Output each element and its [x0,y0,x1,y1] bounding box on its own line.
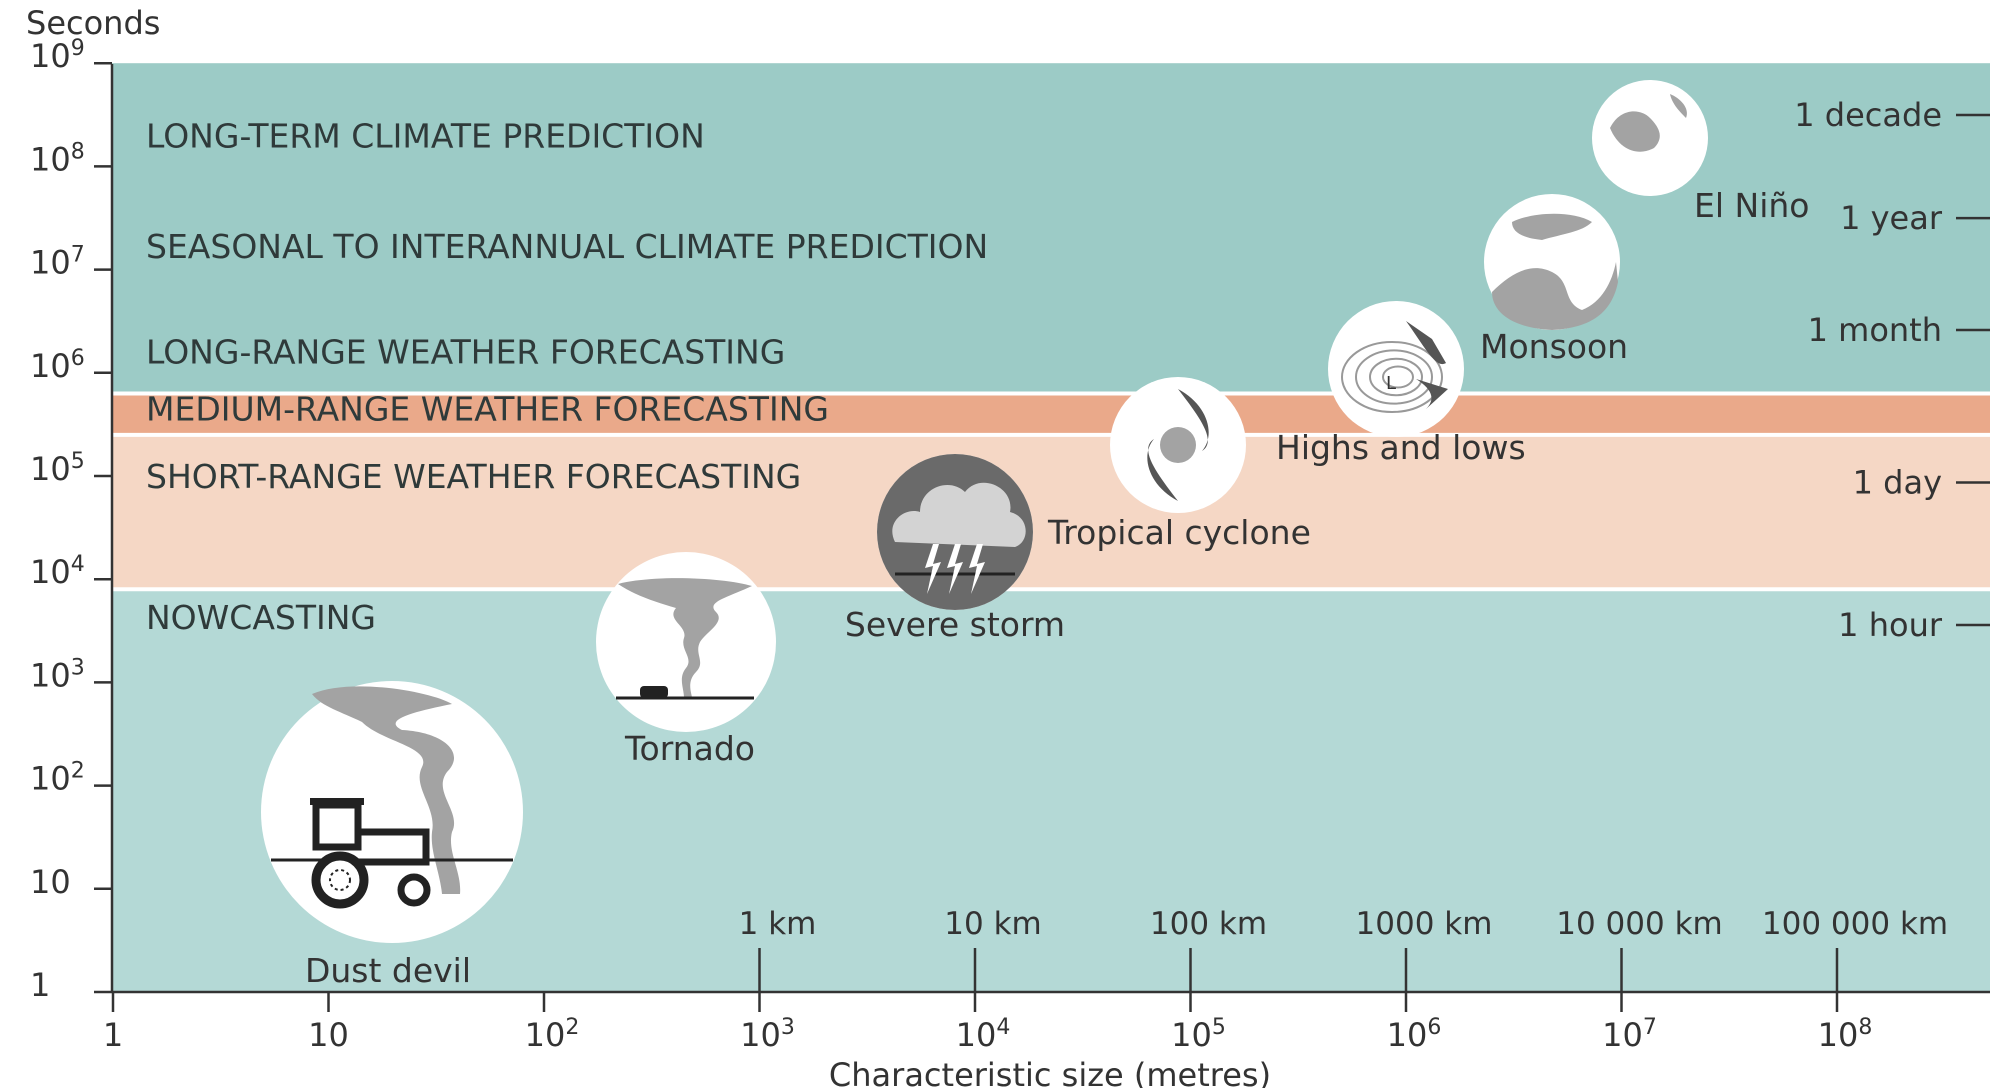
low-pressure-mark: L [1386,373,1396,394]
front-arrow [1406,321,1448,409]
phenomenon-label: Tropical cyclone [1047,513,1311,552]
phenomenon-label: Dust devil [305,951,471,990]
x-tick-label: 102 [525,1015,580,1054]
y-tick-label: 109 [30,36,85,75]
dust-swirl-shape [312,686,461,894]
distance-marker-label: 1000 km [1356,906,1493,942]
phenomenon-severe-storm [877,454,1033,610]
globe-asia-australia-icon [1492,213,1618,330]
band-medium-range-weather-forecasting [112,393,1990,435]
wheel-hub [329,869,351,891]
band-labels: LONG-TERM CLIMATE PREDICTION SEASONAL TO … [146,116,988,637]
pressure-system-icon: L [1341,321,1448,413]
distance-marker-label: 1 km [739,906,817,942]
x-tick-label: 103 [740,1015,795,1054]
y-axis-title: Seconds [26,4,160,42]
phenomenon-label: Severe storm [845,605,1065,644]
y-tick-label: 107 [30,243,85,282]
x-axis-title: Characteristic size (metres) [829,1056,1271,1088]
tractor-roof [310,798,364,805]
y-tick-label: 102 [30,759,85,798]
y-tick-label: 10 [30,863,71,901]
australia-shape [1610,111,1660,152]
tractor-front-wheel [397,873,431,907]
band-label-nowcasting: NOWCASTING [146,598,376,637]
x-tick-label: 108 [1818,1015,1873,1054]
phenomenon-dust-devil [261,681,523,943]
phenomenon-tornado [596,552,776,732]
band-label-seasonal-to-interannual-climate-prediction: SEASONAL TO INTERANNUAL CLIMATE PREDICTI… [146,227,988,266]
phenomenon-label: Highs and lows [1276,428,1526,467]
asia-shape [1512,213,1592,240]
time-marker-label: 1 day [1853,464,1942,502]
phenomena: Dust devil Tornado Severe storm Tropical cy… [261,80,1809,990]
phenomenon-label: Monsoon [1480,327,1628,366]
band-short-range-weather-forecasting [112,434,1990,590]
y-tick-label: 108 [30,139,85,178]
y-tick-label: 104 [30,552,85,591]
isobar-line [1341,341,1443,413]
distance-marker-label: 10 000 km [1556,906,1722,942]
distance-marker-label: 100 km [1150,906,1267,942]
thunderstorm-icon [877,454,1033,610]
icon-disc [1328,301,1464,437]
tractor-dust-devil-icon [271,686,513,909]
distance-marker-label: 10 km [944,906,1041,942]
isobar-line [1382,365,1414,389]
x-axis: 1 10 102 103 104 105 106 107 108 [103,990,1990,1054]
globe-pacific-icon [1610,94,1687,152]
isobar-line [1355,349,1433,405]
x-tick-label: 107 [1602,1015,1657,1054]
phenomenon-monsoon [1484,194,1620,330]
time-marker-label: 1 hour [1838,606,1943,644]
band-label-medium-range-weather-forecasting: MEDIUM-RANGE WEATHER FORECASTING [146,390,829,429]
landmass-shape [1492,262,1618,330]
lightning-icon [969,544,985,594]
house-shape [640,686,668,698]
y-tick-label: 1 [30,966,50,1004]
distance-marker-label: 100 000 km [1762,906,1948,942]
cloud-shape [892,482,1026,547]
isobar-line [1369,357,1423,397]
y-tick-label: 103 [30,655,85,694]
time-marker-label: 1 decade [1794,96,1942,134]
tractor-rear-wheel [311,851,369,909]
funnel-shape [618,578,752,698]
cyclone-icon [1147,389,1209,501]
x-tick-label: 105 [1171,1015,1226,1054]
tornado-icon [616,578,754,700]
band-label-short-range-weather-forecasting: SHORT-RANGE WEATHER FORECASTING [146,457,801,496]
band-label-long-range-weather-forecasting: LONG-RANGE WEATHER FORECASTING [146,333,785,372]
x-tick-label: 104 [956,1015,1011,1054]
phenomenon-el-ni-o [1592,80,1708,196]
cyclone-eye [1160,427,1196,463]
x-tick-label: 1 [103,1016,123,1054]
islands-shape [1670,94,1687,118]
y-tick-label: 106 [30,346,85,385]
lightning-icon [947,544,963,594]
y-axis: 1 10 102 103 104 105 106 107 108 109 [30,36,114,1004]
y-tick-label: 105 [30,449,85,488]
time-markers: 1 decade 1 year 1 month 1 day 1 hour [1794,96,1990,644]
distance-markers: 1 km 10 km 100 km 1000 km 10 000 km 100 000 k… [739,906,1948,992]
time-marker-label: 1 month [1808,311,1942,349]
band-label-long-term-climate-prediction: LONG-TERM CLIMATE PREDICTION [146,116,705,155]
phenomenon-label: El Niño [1694,186,1809,225]
time-marker-label: 1 year [1840,199,1943,237]
phenomenon-label: Tornado [624,729,755,768]
phenomenon-tropical-cyclone [1110,377,1246,513]
phenomenon-highs-and-lows: L [1328,301,1464,437]
lightning-icon [925,544,941,594]
x-tick-label: 106 [1387,1015,1442,1054]
tractor-body [358,828,430,866]
x-tick-label: 10 [308,1016,349,1054]
